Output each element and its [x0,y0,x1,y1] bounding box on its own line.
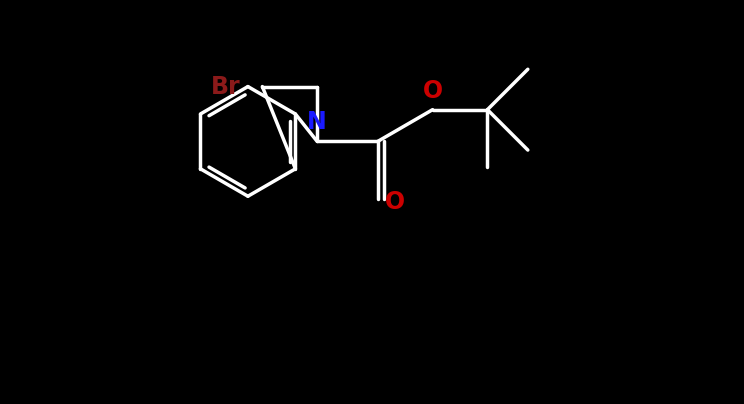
Text: O: O [385,190,405,214]
Text: N: N [307,110,327,135]
Text: Br: Br [211,75,241,99]
Text: O: O [423,79,443,103]
